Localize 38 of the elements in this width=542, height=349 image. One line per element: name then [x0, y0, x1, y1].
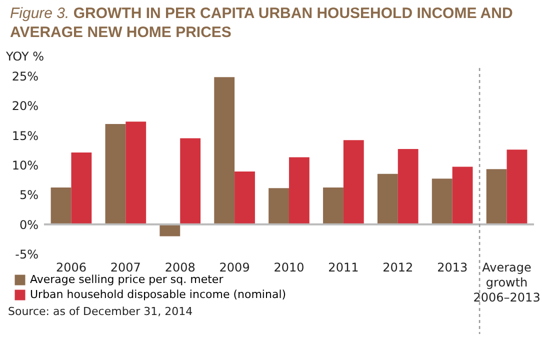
y-tick-label: 25%	[12, 70, 38, 84]
y-tick-label: -5%	[15, 248, 38, 262]
x-tick-label: 2008	[164, 260, 196, 274]
chart-title: Figure 3. GROWTH IN PER CAPITA URBAN HOUSEHOLD INCOME AND AVERAGE NEW HOME PRICES	[9, 4, 514, 42]
x-tick-label: 2009	[219, 260, 250, 274]
x-tick-label: Average growth 2006–2013	[473, 260, 540, 304]
bar	[105, 124, 126, 224]
x-tick-label: 2013	[437, 260, 468, 274]
x-tick-label: 2010	[274, 260, 304, 274]
x-tick-label: 2012	[382, 260, 414, 274]
bar	[126, 122, 146, 224]
bar	[506, 150, 528, 224]
bar	[323, 188, 344, 224]
bar	[452, 166, 473, 224]
y-tick-label: 15%	[12, 128, 38, 143]
bar	[486, 169, 507, 224]
bar	[50, 188, 72, 224]
x-tick-label: 2006	[56, 260, 86, 274]
y-tick-label: 10%	[12, 158, 38, 172]
y-tick-label: 0%	[19, 218, 38, 232]
bar	[343, 140, 364, 224]
y-tick-label: 20%	[12, 99, 38, 114]
bar	[234, 172, 255, 224]
legend-label: Average selling price per sq. meter	[30, 273, 224, 286]
source-note: Source: as of December 31, 2014	[8, 305, 193, 318]
bar	[377, 174, 398, 224]
bar	[71, 152, 92, 224]
bar	[214, 77, 235, 224]
legend-label: Urban household disposable income (nominal)	[30, 288, 286, 301]
bar	[180, 138, 201, 224]
bar	[268, 188, 289, 224]
x-tick-label: 2007	[110, 260, 141, 274]
bar	[398, 148, 418, 224]
bar	[289, 157, 310, 224]
bar	[432, 178, 452, 224]
y-axis-title: YOY %	[5, 49, 44, 64]
y-tick-label: 5%	[19, 188, 38, 202]
x-tick-label: 2011	[328, 260, 359, 274]
